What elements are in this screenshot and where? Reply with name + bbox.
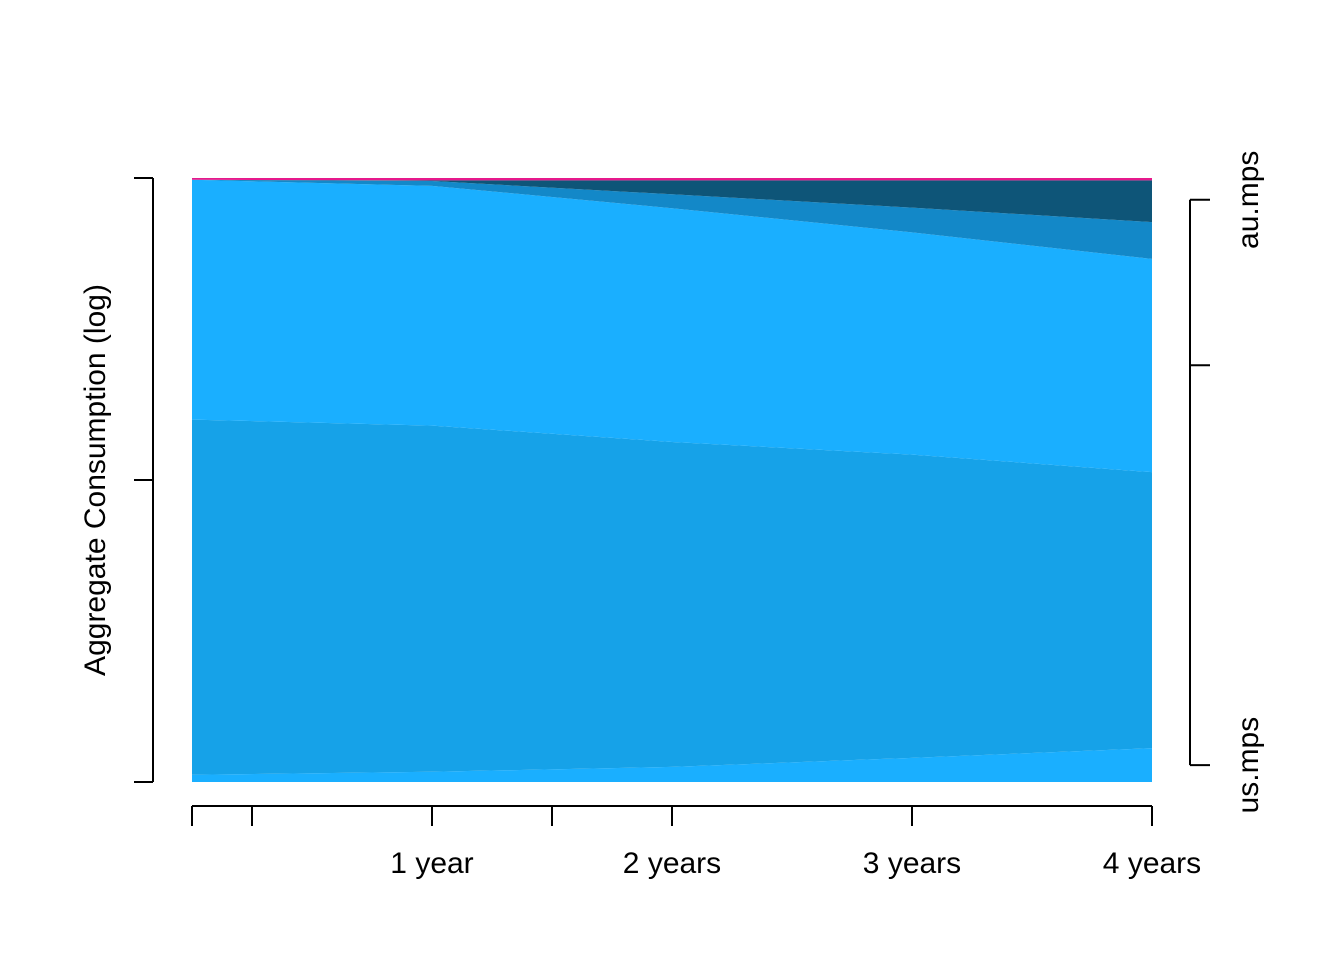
x-tick-label: 2 years: [623, 847, 721, 880]
area: [192, 178, 1152, 181]
x-tick-label: 4 years: [1103, 847, 1201, 880]
area: [192, 179, 1152, 259]
x-tick-label: 1 year: [390, 847, 473, 880]
y-axis-label: Aggregate Consumption (log): [79, 284, 112, 676]
area: [192, 419, 1152, 775]
area: [192, 179, 1152, 473]
x-tick-label: 3 years: [863, 847, 961, 880]
area: [192, 748, 1152, 782]
y2-tick-label: au.mps: [1232, 151, 1265, 249]
area: [192, 179, 1152, 223]
y2-tick-label: us.mps: [1232, 717, 1265, 814]
